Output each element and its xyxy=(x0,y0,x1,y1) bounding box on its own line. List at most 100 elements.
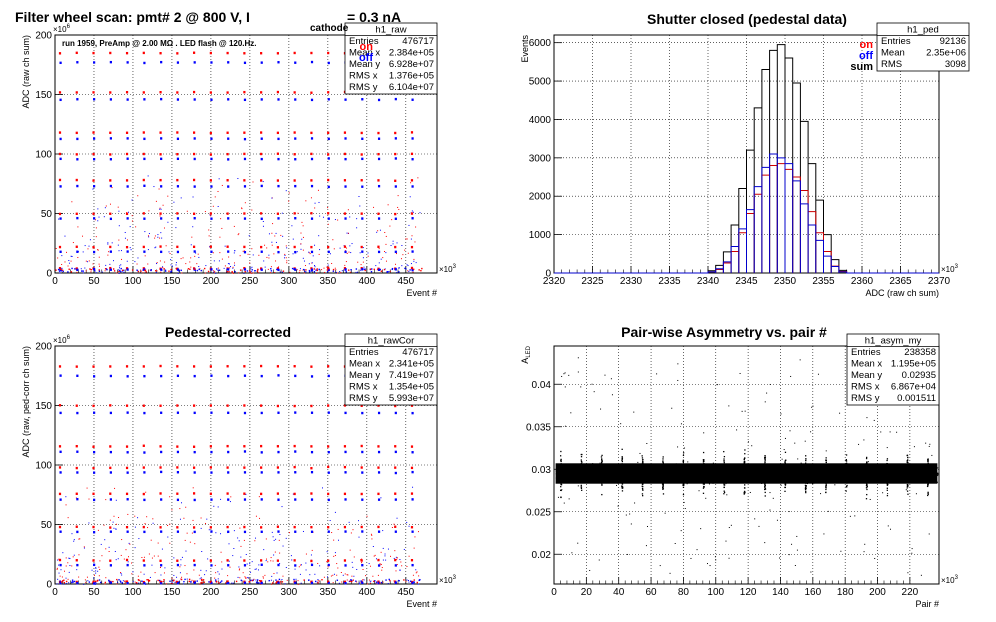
asym-point xyxy=(796,468,798,470)
asym-point xyxy=(780,479,782,481)
noise-point xyxy=(266,256,268,258)
asym-point xyxy=(647,471,649,473)
asym-point xyxy=(878,469,880,471)
asym-point xyxy=(729,465,731,467)
asym-point xyxy=(742,480,744,482)
noise-point xyxy=(132,581,134,583)
asym-point xyxy=(685,468,687,470)
asym-point xyxy=(557,477,559,479)
asym-point xyxy=(814,474,816,476)
asym-point xyxy=(883,478,885,480)
noise-point xyxy=(360,269,362,271)
noise-point xyxy=(380,497,382,499)
asym-point xyxy=(922,467,924,469)
asym-point xyxy=(607,471,609,473)
noise-point xyxy=(181,576,183,578)
noise-point xyxy=(366,515,368,517)
on-point xyxy=(142,492,145,496)
x-tick-label: 450 xyxy=(397,587,414,598)
asym-point xyxy=(788,468,790,470)
off-point xyxy=(210,581,213,585)
asym-point xyxy=(862,469,864,471)
asym-spike-point xyxy=(560,459,562,461)
baseline-point xyxy=(93,269,96,271)
stats-box-title: h1_rawCor xyxy=(368,336,414,347)
asym-point xyxy=(650,474,652,476)
noise-point xyxy=(58,218,60,220)
asym-point xyxy=(646,469,648,471)
asym-point xyxy=(763,482,765,484)
off-point xyxy=(377,217,381,220)
asym-point xyxy=(916,475,918,477)
off-point xyxy=(59,563,62,567)
asym-point xyxy=(826,472,828,474)
asym-point xyxy=(573,472,575,474)
off-point xyxy=(76,450,79,453)
baseline-point xyxy=(268,579,270,582)
off-point xyxy=(143,184,146,187)
on-point xyxy=(58,365,62,368)
asym-point xyxy=(877,472,879,474)
on-point xyxy=(260,179,263,182)
noise-point xyxy=(286,262,288,264)
noise-point xyxy=(118,517,120,519)
asym-point xyxy=(596,471,598,473)
asym-point xyxy=(630,471,632,473)
x-tick-label: 2325 xyxy=(581,276,604,287)
y-tick-label: 150 xyxy=(35,401,52,412)
off-point xyxy=(210,471,213,474)
on-point xyxy=(260,466,263,469)
baseline-point xyxy=(207,270,210,273)
asym-point xyxy=(801,471,803,473)
noise-point xyxy=(382,547,384,549)
asym-point xyxy=(597,474,599,476)
noise-point xyxy=(234,264,236,266)
off-point xyxy=(294,158,297,161)
on-point xyxy=(293,245,296,249)
noise-point xyxy=(163,227,165,229)
asym-point xyxy=(599,473,601,475)
asym-point xyxy=(879,470,881,472)
asym-point xyxy=(653,477,655,479)
asym-point xyxy=(568,475,570,477)
asym-point xyxy=(616,477,618,479)
baseline-point xyxy=(410,580,412,582)
noise-point xyxy=(157,555,159,557)
asym-point xyxy=(678,476,680,478)
asym-point xyxy=(886,478,888,480)
noise-point xyxy=(107,242,109,244)
noise-point xyxy=(300,243,302,245)
noise-point xyxy=(318,580,320,582)
histogram-off xyxy=(554,153,939,274)
off-point xyxy=(310,137,314,140)
noise-point xyxy=(395,570,397,572)
asym-point xyxy=(589,467,591,469)
off-point xyxy=(59,250,62,253)
asym-point xyxy=(676,468,678,470)
noise-point xyxy=(198,256,200,258)
asym-point xyxy=(806,483,808,485)
asym-spike-point xyxy=(560,469,562,471)
asym-point xyxy=(617,471,619,473)
asym-point xyxy=(627,473,629,475)
baseline-point xyxy=(209,581,212,583)
asym-point xyxy=(562,479,564,481)
noise-point xyxy=(251,271,253,273)
noise-point xyxy=(140,571,142,573)
noise-point xyxy=(172,582,174,584)
noise-point xyxy=(327,264,329,266)
asym-point xyxy=(800,474,802,476)
asym-point xyxy=(569,470,571,472)
asym-point xyxy=(786,477,788,479)
asym-point xyxy=(794,468,796,470)
asym-point xyxy=(839,477,841,479)
on-point xyxy=(260,52,263,55)
asym-point xyxy=(589,472,591,474)
on-point xyxy=(75,466,78,470)
asym-point xyxy=(929,475,931,477)
asym-point xyxy=(896,475,898,477)
off-point xyxy=(377,250,381,254)
asym-point xyxy=(716,476,718,478)
asym-point xyxy=(742,478,744,480)
noise-point xyxy=(247,253,249,255)
